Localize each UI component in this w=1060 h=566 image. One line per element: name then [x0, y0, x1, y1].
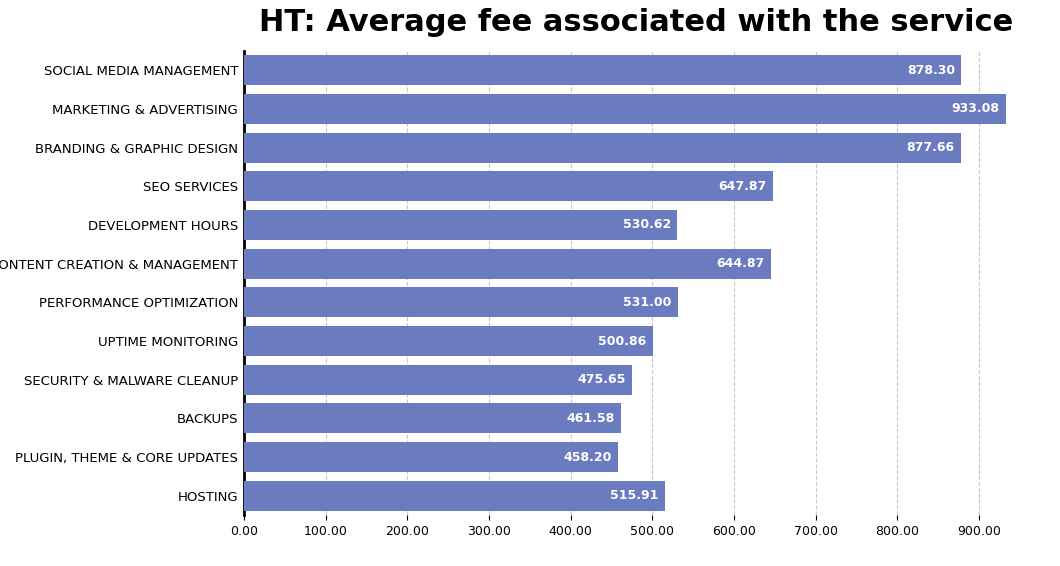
Text: 458.20: 458.20: [563, 451, 612, 464]
Text: 530.62: 530.62: [622, 218, 671, 231]
Title: HT: Average fee associated with the service: HT: Average fee associated with the serv…: [259, 8, 1013, 37]
Text: 877.66: 877.66: [906, 141, 954, 154]
Bar: [244, 326, 653, 356]
Bar: [244, 365, 633, 395]
Text: 500.86: 500.86: [598, 335, 647, 348]
Text: 644.87: 644.87: [716, 257, 764, 270]
Bar: [244, 210, 677, 240]
Text: 461.58: 461.58: [566, 412, 615, 425]
Bar: [244, 132, 961, 162]
Text: 475.65: 475.65: [578, 373, 625, 386]
Bar: [244, 248, 771, 278]
Bar: [244, 94, 1006, 124]
Bar: [244, 171, 773, 201]
Bar: [244, 404, 621, 434]
Text: 531.00: 531.00: [623, 296, 671, 309]
Bar: [244, 442, 618, 472]
Bar: [244, 288, 677, 318]
Bar: [244, 481, 666, 511]
Text: 933.08: 933.08: [952, 102, 1000, 115]
Text: 878.30: 878.30: [906, 64, 955, 77]
Bar: [244, 55, 961, 85]
Text: 515.91: 515.91: [611, 489, 659, 502]
Text: 647.87: 647.87: [719, 180, 766, 193]
